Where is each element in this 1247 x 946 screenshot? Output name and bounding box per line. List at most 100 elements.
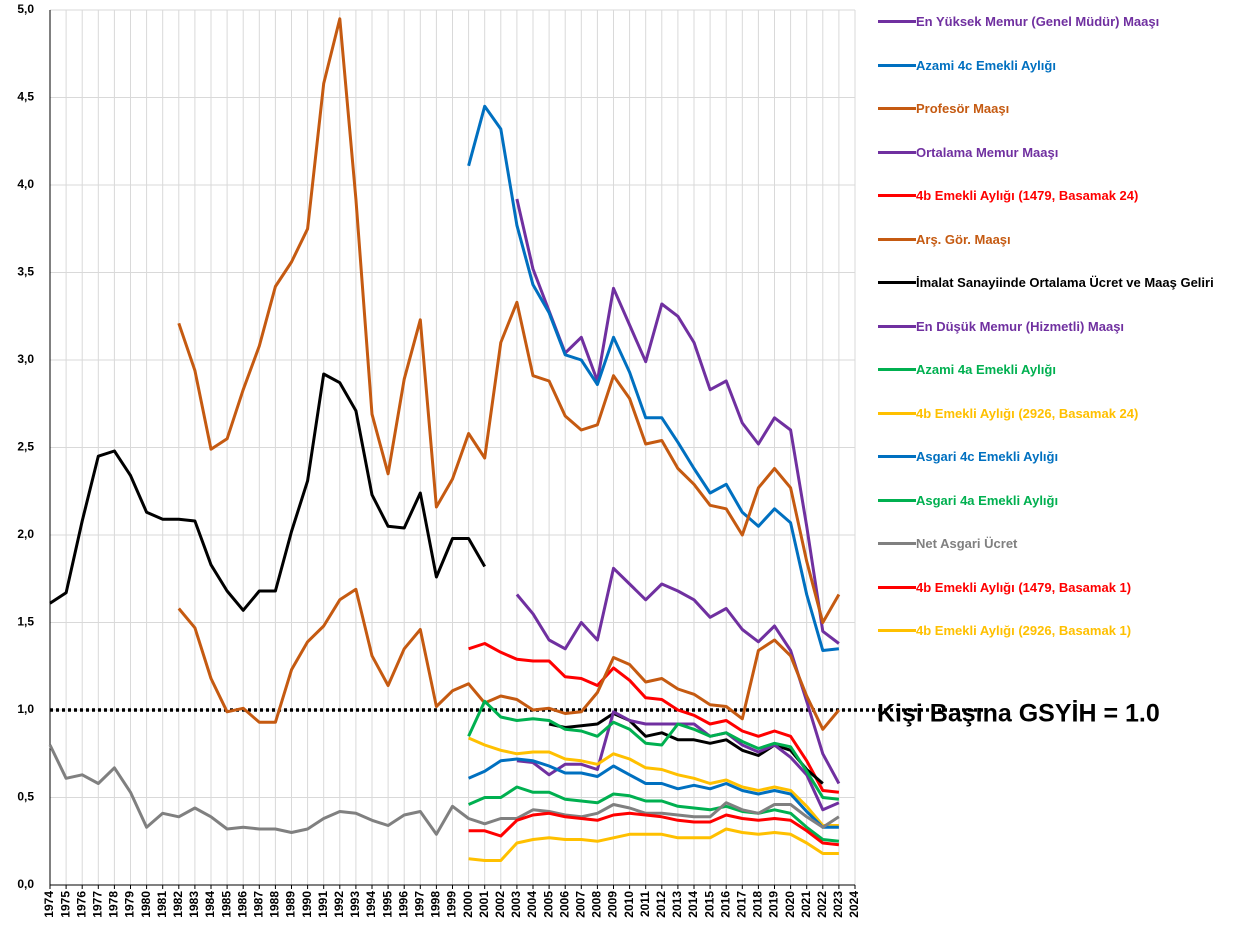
legend-swatch [878,629,916,632]
legend-swatch [878,411,916,415]
x-tick-label: 1983 [187,891,201,918]
x-tick-label: 2022 [815,891,829,918]
legend-label: İmalat Sanayiinde Ortalama Ücret ve Maaş… [916,275,1214,290]
x-tick-label: 2011 [638,891,652,917]
series-line [468,757,839,829]
x-tick-label: 1974 [42,891,56,918]
x-tick-label: 2005 [541,891,555,918]
series-line [515,198,840,645]
x-tick-label: 1996 [396,891,410,918]
legend-entry: Asgari 4c Emekli Aylığı [878,446,1223,490]
x-tick-label: 2003 [509,891,523,918]
legend-swatch [878,194,916,197]
legend-label: Arş. Gör. Maaşı [916,231,1011,247]
legend-swatch [878,281,916,284]
legend-label: Net Asgari Ücret [916,536,1018,551]
x-tick-label: 2007 [573,891,587,918]
legend-swatch [878,368,916,371]
x-tick-label: 1990 [300,891,314,918]
series-line [48,744,840,836]
x-tick-label: 1991 [316,891,330,918]
legend-swatch [878,150,916,154]
x-tick-label: 1980 [139,891,153,918]
legend-label: Asgari 4c Emekli Aylığı [916,449,1059,464]
legend-swatch [878,455,916,458]
legend-entry: 4b Emekli Aylığı (2926, Basamak 1) [878,620,1223,664]
x-tick-label: 1986 [235,891,249,918]
legend-label: Azami 4c Emekli Aylığı [916,57,1056,73]
legend-entry: Arş. Gör. Maaşı [878,229,1223,273]
legend-swatch [878,63,916,67]
x-tick-label: 2016 [718,891,732,918]
x-tick-label: 1989 [284,891,298,918]
reference-label: Kişi Başına GSYİH = 1.0 [877,700,1160,728]
legend-label: En Düşük Memur (Hizmetli) Maaşı [916,318,1125,334]
x-tick-label: 1995 [380,891,394,918]
x-tick-label: 1978 [107,891,121,918]
x-tick-label: 2013 [670,891,684,918]
legend-swatch [878,585,916,589]
legend-entry: 4b Emekli Aylığı (2926, Basamak 24) [878,403,1223,447]
legend-label: 4b Emekli Aylığı (1479, Basamak 24) [916,188,1139,203]
y-tick-label: 2,5 [17,440,34,454]
y-tick-label: 1,5 [17,615,34,629]
legend-entry: 4b Emekli Aylığı (1479, Basamak 1) [878,577,1223,621]
y-tick-label: 4,5 [17,90,34,104]
x-tick-label: 2012 [654,891,668,918]
x-tick-label: 2021 [799,891,813,918]
y-tick-label: 3,0 [17,352,34,366]
series-line [468,642,840,794]
legend-entry: Asgari 4a Emekli Aylığı [878,490,1223,534]
y-tick-label: 4,0 [17,177,34,191]
y-tick-label: 0,5 [17,790,34,804]
legend-entry: En Yüksek Memur (Genel Müdür) Maaşı [878,11,1223,55]
legend-label: En Yüksek Memur (Genel Müdür) Maaşı [916,14,1160,29]
legend-entry: Net Asgari Ücret [878,533,1223,577]
x-tick-label: 2017 [734,891,748,918]
legend-swatch [878,542,916,545]
series-line [468,827,839,862]
x-tick-label: 1992 [332,891,346,918]
x-tick-label: 1976 [74,891,88,918]
x-tick-label: 1988 [268,891,282,918]
series-line [177,587,841,731]
y-tick-label: 1,0 [17,702,34,716]
x-tick-label: 2018 [751,891,765,918]
y-tick-label: 3,5 [17,265,34,279]
legend-entry: 4b Emekli Aylığı (1479, Basamak 24) [878,185,1223,229]
y-tick-label: 2,0 [17,527,34,541]
x-tick-label: 2014 [686,891,700,918]
series-line [515,566,841,785]
x-tick-label: 2006 [557,891,571,918]
series-line [468,736,839,827]
legend-swatch [878,324,916,328]
series-line [468,785,840,843]
legend-label: Asgari 4a Emekli Aylığı [916,492,1059,508]
legend-entry: Ortalama Memur Maaşı [878,142,1223,186]
x-tick-label: 1975 [58,891,72,918]
y-tick-label: 5,0 [17,2,34,16]
x-tick-label: 1994 [364,891,378,918]
legend-swatch [878,107,916,110]
x-tick-label: 2023 [831,891,845,918]
x-tick-label: 2004 [525,891,539,918]
legend-label: Ortalama Memur Maaşı [916,144,1059,160]
x-tick-label: 1979 [123,891,137,918]
legend-label: 4b Emekli Aylığı (2926, Basamak 24) [916,405,1139,421]
legend-entry: En Düşük Memur (Hizmetli) Maaşı [878,316,1223,360]
x-tick-label: 2019 [767,891,781,918]
x-tick-label: 2015 [702,891,716,918]
legend-entry: Profesör Maaşı [878,98,1223,142]
x-tick-label: 1982 [171,891,185,918]
x-tick-label: 1977 [90,891,104,918]
x-tick-label: 2008 [590,891,604,918]
x-tick-label: 1981 [155,891,169,918]
series-line [177,17,841,624]
y-tick-label: 0,0 [17,877,34,891]
x-tick-label: 2020 [783,891,797,918]
legend-label: Azami 4a Emekli Aylığı [916,362,1056,377]
x-tick-label: 2001 [477,891,491,918]
x-tick-label: 2000 [461,891,475,918]
legend: En Yüksek Memur (Genel Müdür) Maaşı Azami… [878,11,1223,664]
